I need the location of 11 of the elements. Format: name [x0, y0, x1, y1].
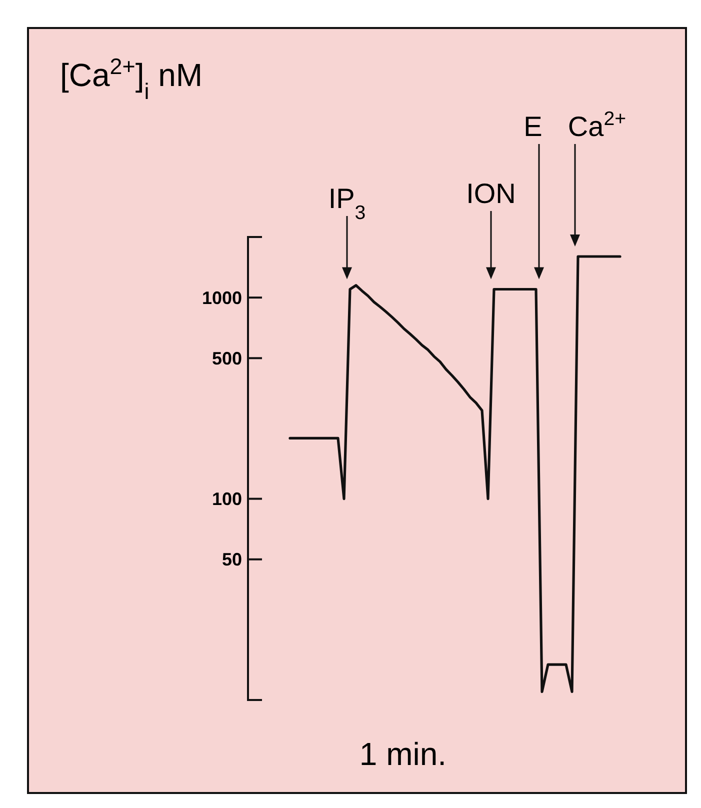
y-tick-label: 100: [212, 489, 242, 510]
y-tick-label: 50: [222, 550, 242, 570]
y-axis-title: [Ca$^{2+}$]$_{i}$ nM: [60, 54, 203, 104]
text: Ca$^{2+}$: [568, 108, 626, 142]
line-series: [288, 255, 622, 693]
text: IP$_{3}$: [328, 183, 366, 224]
text: ION: [466, 178, 516, 209]
text: E: [524, 111, 542, 142]
y-tick-label: 1000: [202, 288, 242, 308]
x-axis-title: 1 min.: [359, 736, 447, 772]
y-tick-label: 500: [212, 348, 242, 368]
